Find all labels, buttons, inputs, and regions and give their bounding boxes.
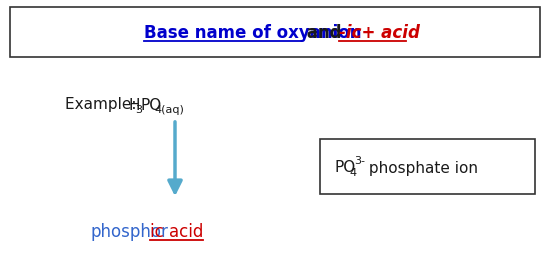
Text: H: H — [128, 97, 140, 112]
Text: 3: 3 — [135, 105, 142, 115]
Text: Base name of oxyanion: Base name of oxyanion — [144, 24, 361, 42]
Text: 4(aq): 4(aq) — [154, 105, 184, 115]
Text: -ic+ acid: -ic+ acid — [339, 24, 420, 42]
Text: Example:: Example: — [65, 97, 141, 112]
FancyBboxPatch shape — [320, 139, 535, 194]
Text: and: and — [301, 24, 348, 42]
Text: 3-: 3- — [354, 155, 365, 165]
Text: 4: 4 — [349, 167, 356, 177]
Text: phosphate ion: phosphate ion — [364, 160, 478, 175]
Text: ic acid: ic acid — [150, 222, 204, 240]
Text: phosphor: phosphor — [90, 222, 168, 240]
Text: PO: PO — [140, 97, 161, 112]
FancyBboxPatch shape — [10, 8, 540, 58]
Text: PO: PO — [335, 160, 356, 175]
